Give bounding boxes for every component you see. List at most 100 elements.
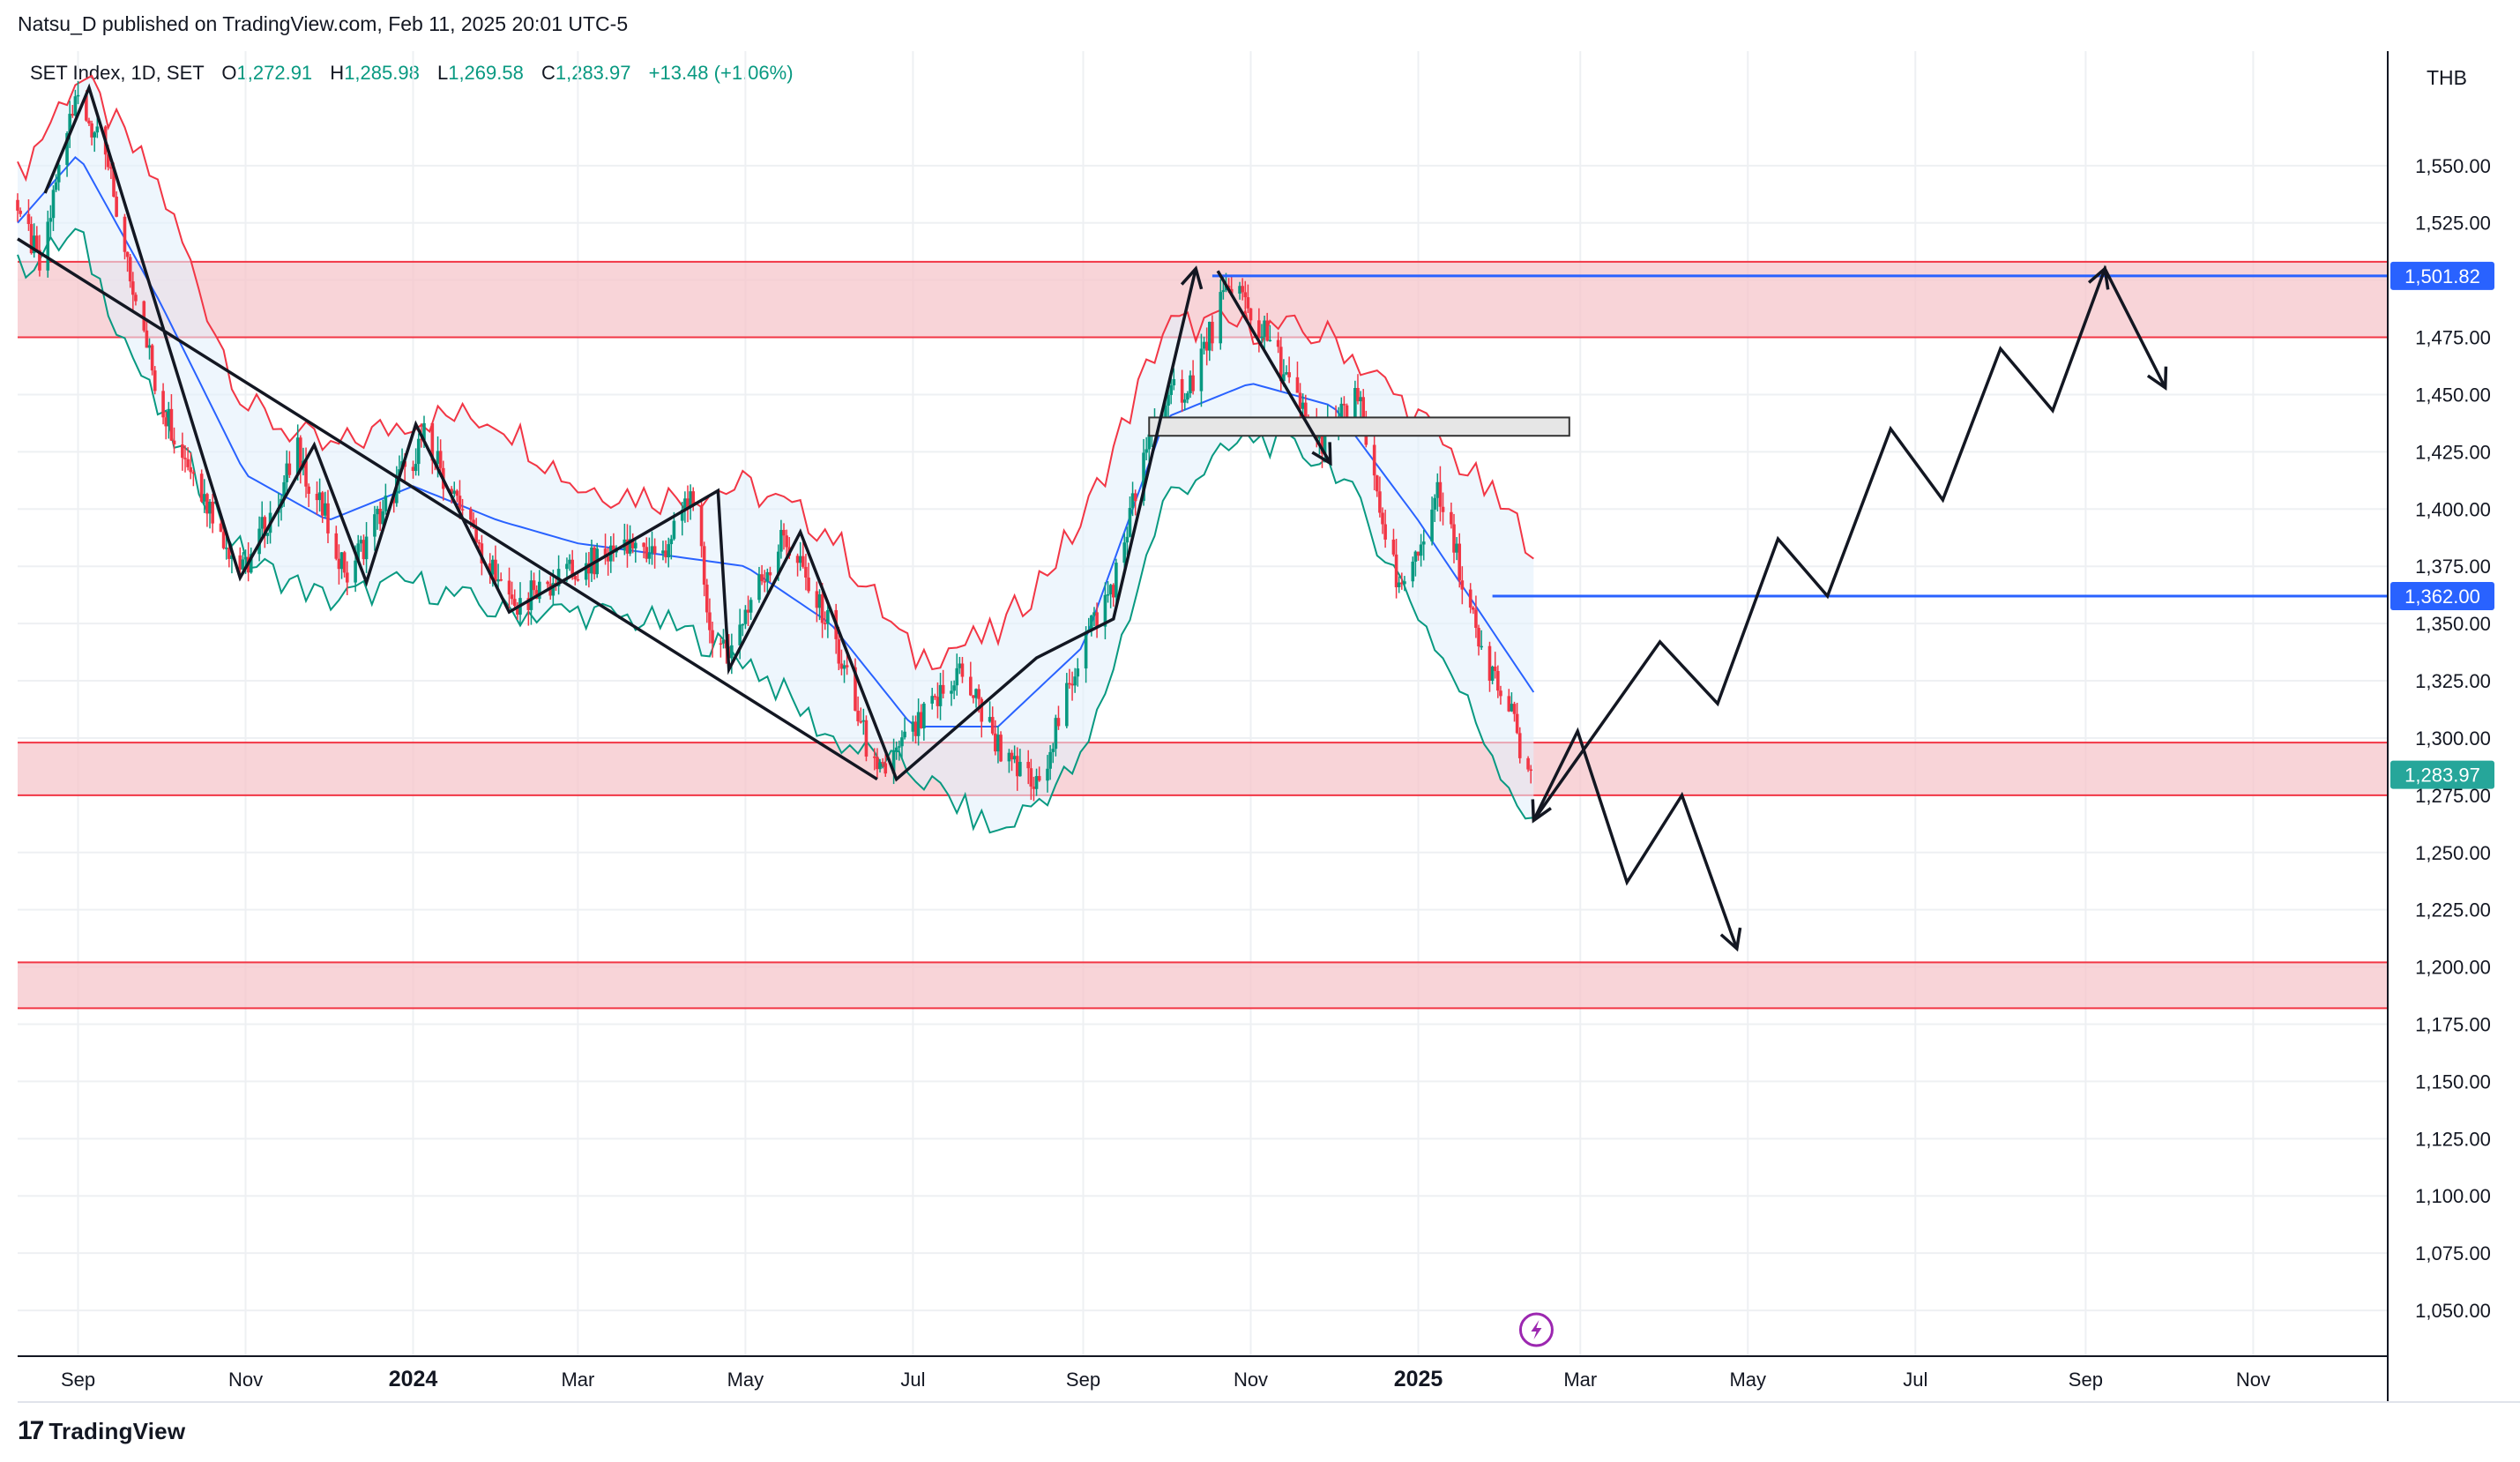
candle-body xyxy=(153,370,157,392)
last-price-tag-bg xyxy=(2390,760,2494,789)
candle-body xyxy=(872,756,876,758)
candle-body xyxy=(211,501,214,524)
candle-body xyxy=(51,190,56,219)
candle-body xyxy=(1246,297,1250,309)
candle-body xyxy=(1241,286,1244,293)
candle-body xyxy=(702,546,706,586)
candle-body xyxy=(420,438,423,441)
candle-body xyxy=(1320,432,1324,454)
candle-body xyxy=(373,514,377,537)
candle-body xyxy=(1076,668,1080,677)
candle-body xyxy=(354,560,357,583)
candle-body xyxy=(807,577,810,592)
price-tick-label: 1,250.00 xyxy=(2415,842,2491,864)
candle-body xyxy=(801,556,805,567)
candle-body xyxy=(1471,608,1475,610)
candle-body xyxy=(1144,449,1148,453)
candle-body xyxy=(411,466,415,472)
candle-body xyxy=(221,532,226,548)
time-tick-label: May xyxy=(1729,1369,1766,1391)
candle-body xyxy=(167,408,171,427)
candle-body xyxy=(181,444,184,459)
candle-body xyxy=(1073,676,1077,686)
high-key: H xyxy=(330,62,345,84)
candle-body xyxy=(1359,397,1362,402)
candle-body xyxy=(584,563,588,580)
candle-body xyxy=(861,720,866,722)
price-tick-label: 1,175.00 xyxy=(2415,1014,2491,1036)
price-axis: THB 1,050.00 1,075.00 1,100.00 1,125.00 1,150… xyxy=(2390,66,2494,1322)
candle-body xyxy=(1056,718,1061,727)
candle-body xyxy=(603,548,608,557)
drawn-path xyxy=(17,237,878,781)
candle-body xyxy=(1323,436,1327,454)
lightning-icon[interactable] xyxy=(1518,1312,1554,1347)
candle-body xyxy=(785,535,788,548)
candle-body xyxy=(972,695,975,698)
symbol-label[interactable]: SET Index, 1D, SET xyxy=(30,62,205,84)
candle-body xyxy=(859,721,863,723)
candle-body xyxy=(1419,544,1423,556)
candle-body xyxy=(480,543,484,563)
publisher-line: Natsu_D published on TradingView.com, Fe… xyxy=(18,12,629,35)
arrow-head xyxy=(1311,442,1332,466)
low-value: 1,269.58 xyxy=(448,62,524,84)
candle-body xyxy=(1411,561,1415,582)
candle-body xyxy=(837,638,841,664)
candle-body xyxy=(1199,348,1204,392)
candle-body xyxy=(730,645,734,659)
candle-body xyxy=(458,496,462,510)
open-value: 1,272.91 xyxy=(236,62,313,84)
candle-body xyxy=(642,542,645,548)
candle-body xyxy=(680,510,684,521)
candle-body xyxy=(661,550,665,554)
candle-body xyxy=(630,539,635,548)
candle-body xyxy=(1111,585,1115,598)
candle-body xyxy=(123,216,127,252)
candle-body xyxy=(689,491,692,508)
candle-body xyxy=(699,505,704,547)
candle-body xyxy=(936,697,940,706)
footer-brand: TradingView xyxy=(48,1417,186,1444)
candle-body xyxy=(738,624,742,645)
candle-body xyxy=(1068,683,1071,685)
candle-body xyxy=(1490,666,1495,682)
candle-body xyxy=(73,96,78,116)
candle-body xyxy=(1282,374,1286,382)
candle-body xyxy=(1182,399,1187,403)
time-tick-label: Jul xyxy=(900,1369,925,1391)
candle-body xyxy=(1142,452,1145,502)
change-value: +13.48 (+1.06%) xyxy=(648,62,794,84)
candle-body xyxy=(1007,752,1011,762)
candle-body xyxy=(645,547,649,559)
price-tick-label: 1,200.00 xyxy=(2415,957,2491,979)
candle-body xyxy=(820,594,824,623)
candle-body xyxy=(169,408,174,441)
candle-body xyxy=(1029,768,1033,787)
candle-body xyxy=(1279,347,1283,382)
candle-body xyxy=(1285,372,1288,375)
candle-body xyxy=(339,552,344,570)
candle-body xyxy=(1010,752,1014,760)
candle-body xyxy=(345,572,349,583)
candle-body xyxy=(839,663,844,669)
candle-body xyxy=(815,591,819,608)
candle-body xyxy=(1413,551,1418,562)
candle-body xyxy=(438,451,443,468)
candle-body xyxy=(186,459,190,467)
candle-body xyxy=(1164,406,1167,417)
candle-body xyxy=(634,542,637,548)
time-tick-label: 2025 xyxy=(1394,1367,1443,1391)
candle-body xyxy=(1263,320,1266,337)
candle-body xyxy=(974,689,978,698)
candle-body xyxy=(376,508,379,515)
time-tick-label: Mar xyxy=(561,1369,594,1391)
candle-body xyxy=(191,472,196,474)
candle-body xyxy=(1287,372,1291,377)
candle-body xyxy=(1092,612,1096,615)
candle-body xyxy=(606,556,610,562)
candle-body xyxy=(669,539,674,545)
zone-rect xyxy=(18,742,2388,795)
candle-body xyxy=(1106,594,1110,596)
